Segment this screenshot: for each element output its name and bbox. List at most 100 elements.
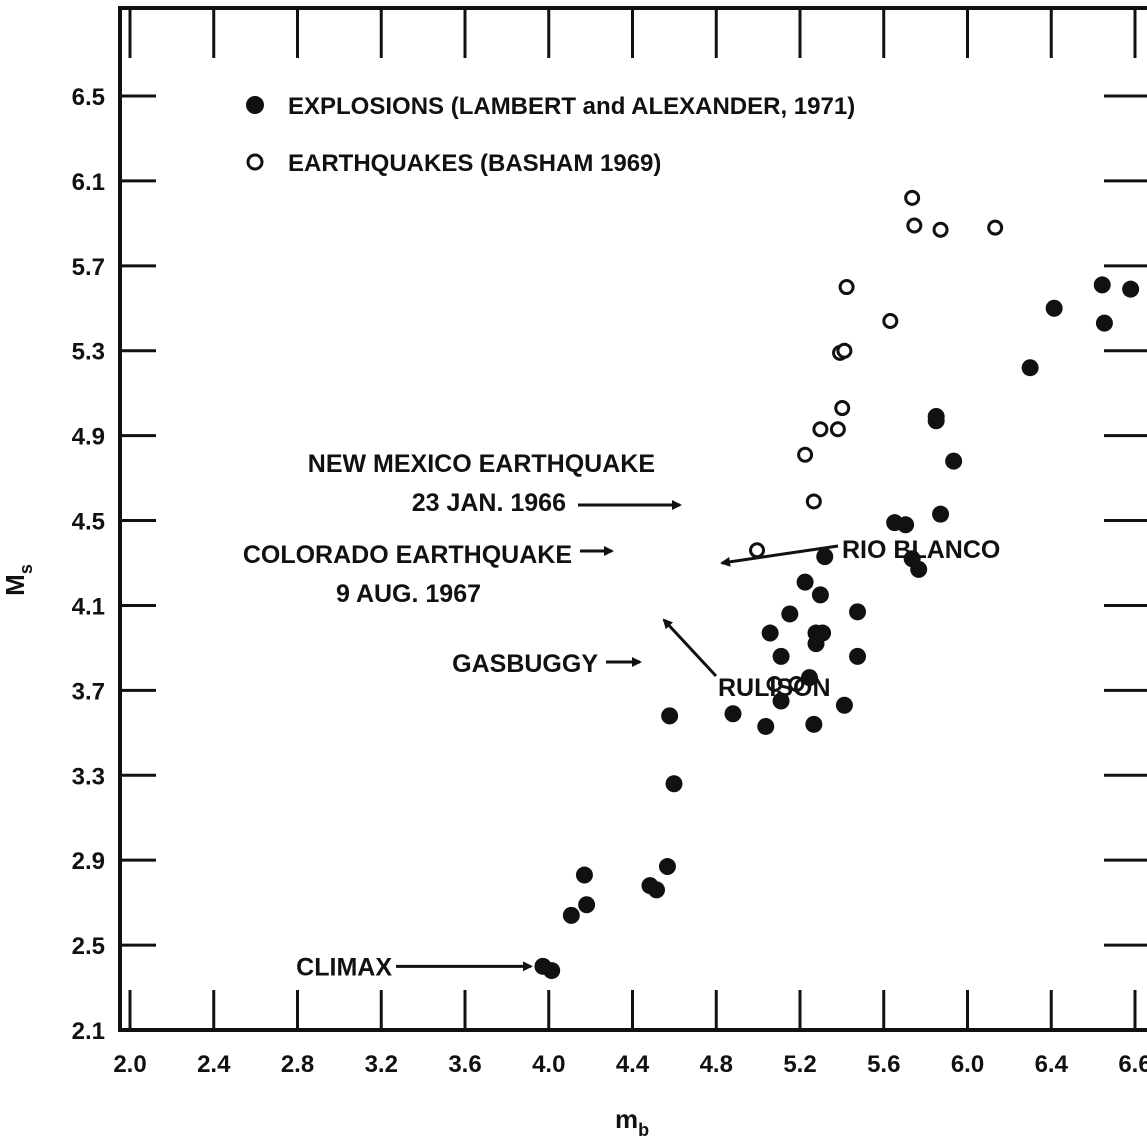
y-tick-label: 6.1 (72, 169, 105, 196)
annotation-rulison: RULISON (718, 674, 831, 702)
earthquake-point (932, 221, 949, 238)
earthquake-point (749, 542, 766, 559)
x-tick-label: 2.0 (113, 1051, 146, 1078)
explosion-point (543, 962, 561, 980)
explosion-point (781, 605, 799, 623)
earthquake-point (987, 219, 1004, 236)
explosion-point (814, 624, 832, 642)
earthquake-point (834, 400, 851, 417)
explosion-point (796, 573, 814, 591)
explosion-point (805, 715, 823, 733)
y-tick-label: 2.9 (72, 848, 105, 875)
explosion-point (800, 669, 818, 687)
explosion-point (910, 560, 928, 578)
explosion-point (658, 858, 676, 876)
earthquake-point (766, 675, 783, 692)
explosion-point (1095, 314, 1113, 332)
x-tick-label: 3.2 (365, 1051, 398, 1078)
annotation-new-mexico-line2: 23 JAN. 1966 (412, 489, 566, 517)
explosion-point (761, 624, 779, 642)
annotation-colorado-line2: 9 AUG. 1967 (336, 580, 481, 608)
explosion-point (665, 775, 683, 793)
earthquake-point (829, 421, 846, 438)
x-tick-label: 4.0 (532, 1051, 565, 1078)
x-tick-label: 4.8 (700, 1051, 733, 1078)
explosion-point (772, 692, 790, 710)
y-axis-label: Ms (0, 564, 36, 596)
explosion-point (562, 906, 580, 924)
annotation-rio-blanco-arrow (720, 544, 839, 567)
y-tick-label: 4.9 (72, 424, 105, 451)
y-tick-label: 3.3 (72, 763, 105, 790)
annotations: NEW MEXICO EARTHQUAKE 23 JAN. 1966 COLOR… (243, 450, 1001, 981)
explosion-point (772, 647, 790, 665)
explosion-point (816, 548, 834, 566)
earthquake-point (805, 493, 822, 510)
explosion-point (927, 408, 945, 426)
earthquake-point (836, 342, 853, 359)
y-axis-label-sub: s (16, 564, 36, 574)
x-axis-label-main: m (615, 1104, 638, 1134)
annotation-new-mexico-line1: NEW MEXICO EARTHQUAKE (308, 450, 655, 478)
y-tick-label: 2.1 (72, 1018, 105, 1045)
annotation-colorado-line1: COLORADO EARTHQUAKE (243, 541, 572, 569)
explosion-point (849, 603, 867, 621)
earthquake-point (812, 421, 829, 438)
explosion-point (945, 452, 963, 470)
annotation-climax: CLIMAX (296, 953, 392, 981)
x-tick-label: 3.6 (448, 1051, 481, 1078)
explosion-point (835, 696, 853, 714)
x-tick-label: 4.4 (616, 1051, 650, 1078)
explosion-point (1122, 280, 1140, 298)
y-tick-label: 3.7 (72, 678, 105, 705)
annotation-rulison-arrow (662, 618, 718, 678)
explosion-point (1021, 359, 1039, 377)
explosion-point (757, 717, 775, 735)
explosion-point (1045, 299, 1063, 317)
x-tick-label: 5.2 (783, 1051, 816, 1078)
y-axis-label-main: M (0, 574, 30, 596)
earthquake-point (882, 313, 899, 330)
y-tick-label: 4.1 (72, 593, 105, 620)
explosion-point (578, 896, 596, 914)
earthquake-point (788, 675, 805, 692)
annotation-gasbuggy: GASBUGGY (452, 650, 598, 678)
x-tick-label: 2.8 (281, 1051, 314, 1078)
explosion-point (1093, 276, 1111, 294)
earthquake-point (904, 189, 921, 206)
y-tick-label: 5.3 (72, 339, 105, 366)
axis-ticks (120, 8, 1147, 1032)
plot-frame (118, 6, 1147, 1032)
x-axis-label-sub: b (638, 1120, 649, 1140)
earthquake-point (797, 446, 814, 463)
legend-label-explosions: EXPLOSIONS (LAMBERT and ALEXANDER, 1971) (288, 93, 855, 120)
legend-marker-earthquakes (246, 153, 264, 171)
explosion-point (849, 647, 867, 665)
explosion-point (811, 586, 829, 604)
y-tick-label: 4.5 (72, 509, 105, 536)
y-tick-label: 2.5 (72, 933, 105, 960)
y-tick-label: 5.7 (72, 254, 105, 281)
legend-marker-explosions (246, 96, 264, 114)
earthquake-point (838, 279, 855, 296)
x-tick-label: 5.6 (867, 1051, 900, 1078)
annotation-rio-blanco: RIO BLANCO (842, 536, 1000, 564)
explosion-point (648, 881, 666, 899)
legend-label-earthquakes: EARTHQUAKES (BASHAM 1969) (288, 150, 661, 177)
x-axis-label: mb (615, 1104, 649, 1140)
x-tick-label: 2.4 (197, 1051, 231, 1078)
y-tick-label: 6.5 (72, 84, 105, 111)
explosion-point (724, 705, 742, 723)
data-points (534, 189, 1140, 980)
y-tick-labels: 2.1 2.5 2.9 3.3 3.7 4.1 4.5 4.9 5.3 5.7 6.1 6.5 (72, 84, 105, 1045)
explosion-point (575, 866, 593, 884)
x-tick-label: 6.0 (951, 1051, 984, 1078)
x-tick-labels: 2.0 2.4 2.8 3.2 3.6 4.0 4.4 4.8 5.2 5.6 6.0 6.4 6.6 (113, 1051, 1147, 1078)
explosion-point (661, 707, 679, 725)
explosion-point (897, 516, 915, 534)
explosion-point (932, 505, 950, 523)
x-tick-label: 6.6 (1118, 1051, 1147, 1078)
earthquake-point (906, 217, 923, 234)
x-tick-label: 6.4 (1035, 1051, 1069, 1078)
